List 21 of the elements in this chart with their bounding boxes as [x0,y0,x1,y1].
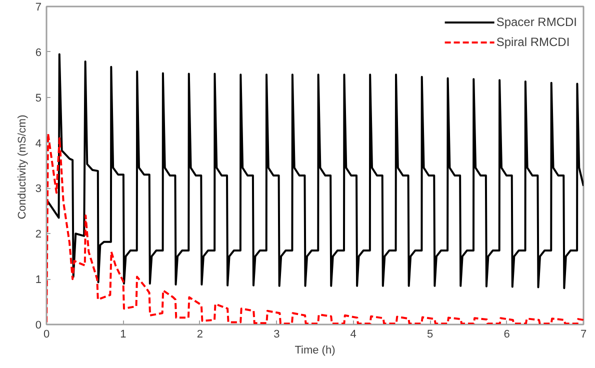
y-tick-label: 4 [35,138,42,150]
x-tick-label: 3 [274,328,280,340]
x-tick-label: 2 [196,328,203,340]
y-tick-label: 0 [35,320,42,332]
x-tick-label: 4 [350,328,356,340]
y-tick-label: 5 [35,92,42,104]
x-axis-title: Time (h) [294,344,336,356]
y-tick-label: 1 [35,274,42,286]
y-tick-label: 7 [35,2,42,14]
x-tick-label: 5 [427,328,434,340]
legend-label: Spacer RMCDI [496,15,577,29]
x-tick-label: 6 [504,328,510,340]
y-tick-label: 3 [35,183,42,196]
x-tick-label: 0 [43,328,50,340]
x-tick-label: 7 [580,328,587,340]
line-series [46,53,584,290]
y-axis-title: Conductivity (mS/cm) [16,114,28,220]
y-tick-label: 2 [35,228,42,241]
y-tick-label: 6 [35,46,42,59]
legend-label: Spiral RMCDI [496,35,570,49]
x-tick-label: 1 [120,328,126,340]
